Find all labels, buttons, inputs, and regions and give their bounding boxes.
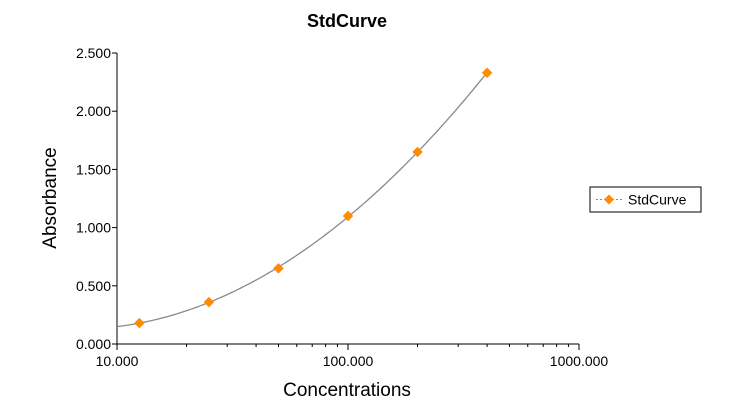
data-point (203, 296, 215, 308)
x-tick-label: 10.000 (96, 353, 139, 369)
data-point (273, 262, 284, 274)
y-tick-label: 2.000 (76, 103, 111, 119)
data-point (134, 317, 145, 329)
x-ticks: 10.000 100.000 1000.000 (96, 344, 609, 369)
legend-marker (604, 194, 614, 205)
y-tick-label: 2.500 (76, 45, 111, 61)
x-tick-label: 1000.000 (550, 353, 609, 369)
x-tick-label: 100.000 (323, 353, 374, 369)
y-axis-label: Absorbance (40, 147, 61, 248)
chart-title: StdCurve (307, 11, 387, 31)
plot-area (116, 67, 493, 329)
legend: StdCurve (589, 186, 702, 213)
axes (116, 53, 579, 345)
y-tick-label: 0.500 (76, 278, 111, 294)
y-tick-label: 1.500 (76, 161, 111, 177)
y-ticks: 0.000 0.500 1.000 1.500 2.000 2.500 (76, 45, 117, 352)
data-point (481, 67, 493, 79)
legend-label-stdcurve: StdCurve (628, 192, 687, 208)
data-point (412, 146, 423, 158)
fit-curve (116, 72, 488, 328)
y-tick-label: 0.000 (76, 336, 111, 352)
data-point (342, 210, 354, 222)
y-tick-label: 1.000 (76, 220, 111, 236)
x-axis-label: Concentrations (283, 380, 411, 400)
